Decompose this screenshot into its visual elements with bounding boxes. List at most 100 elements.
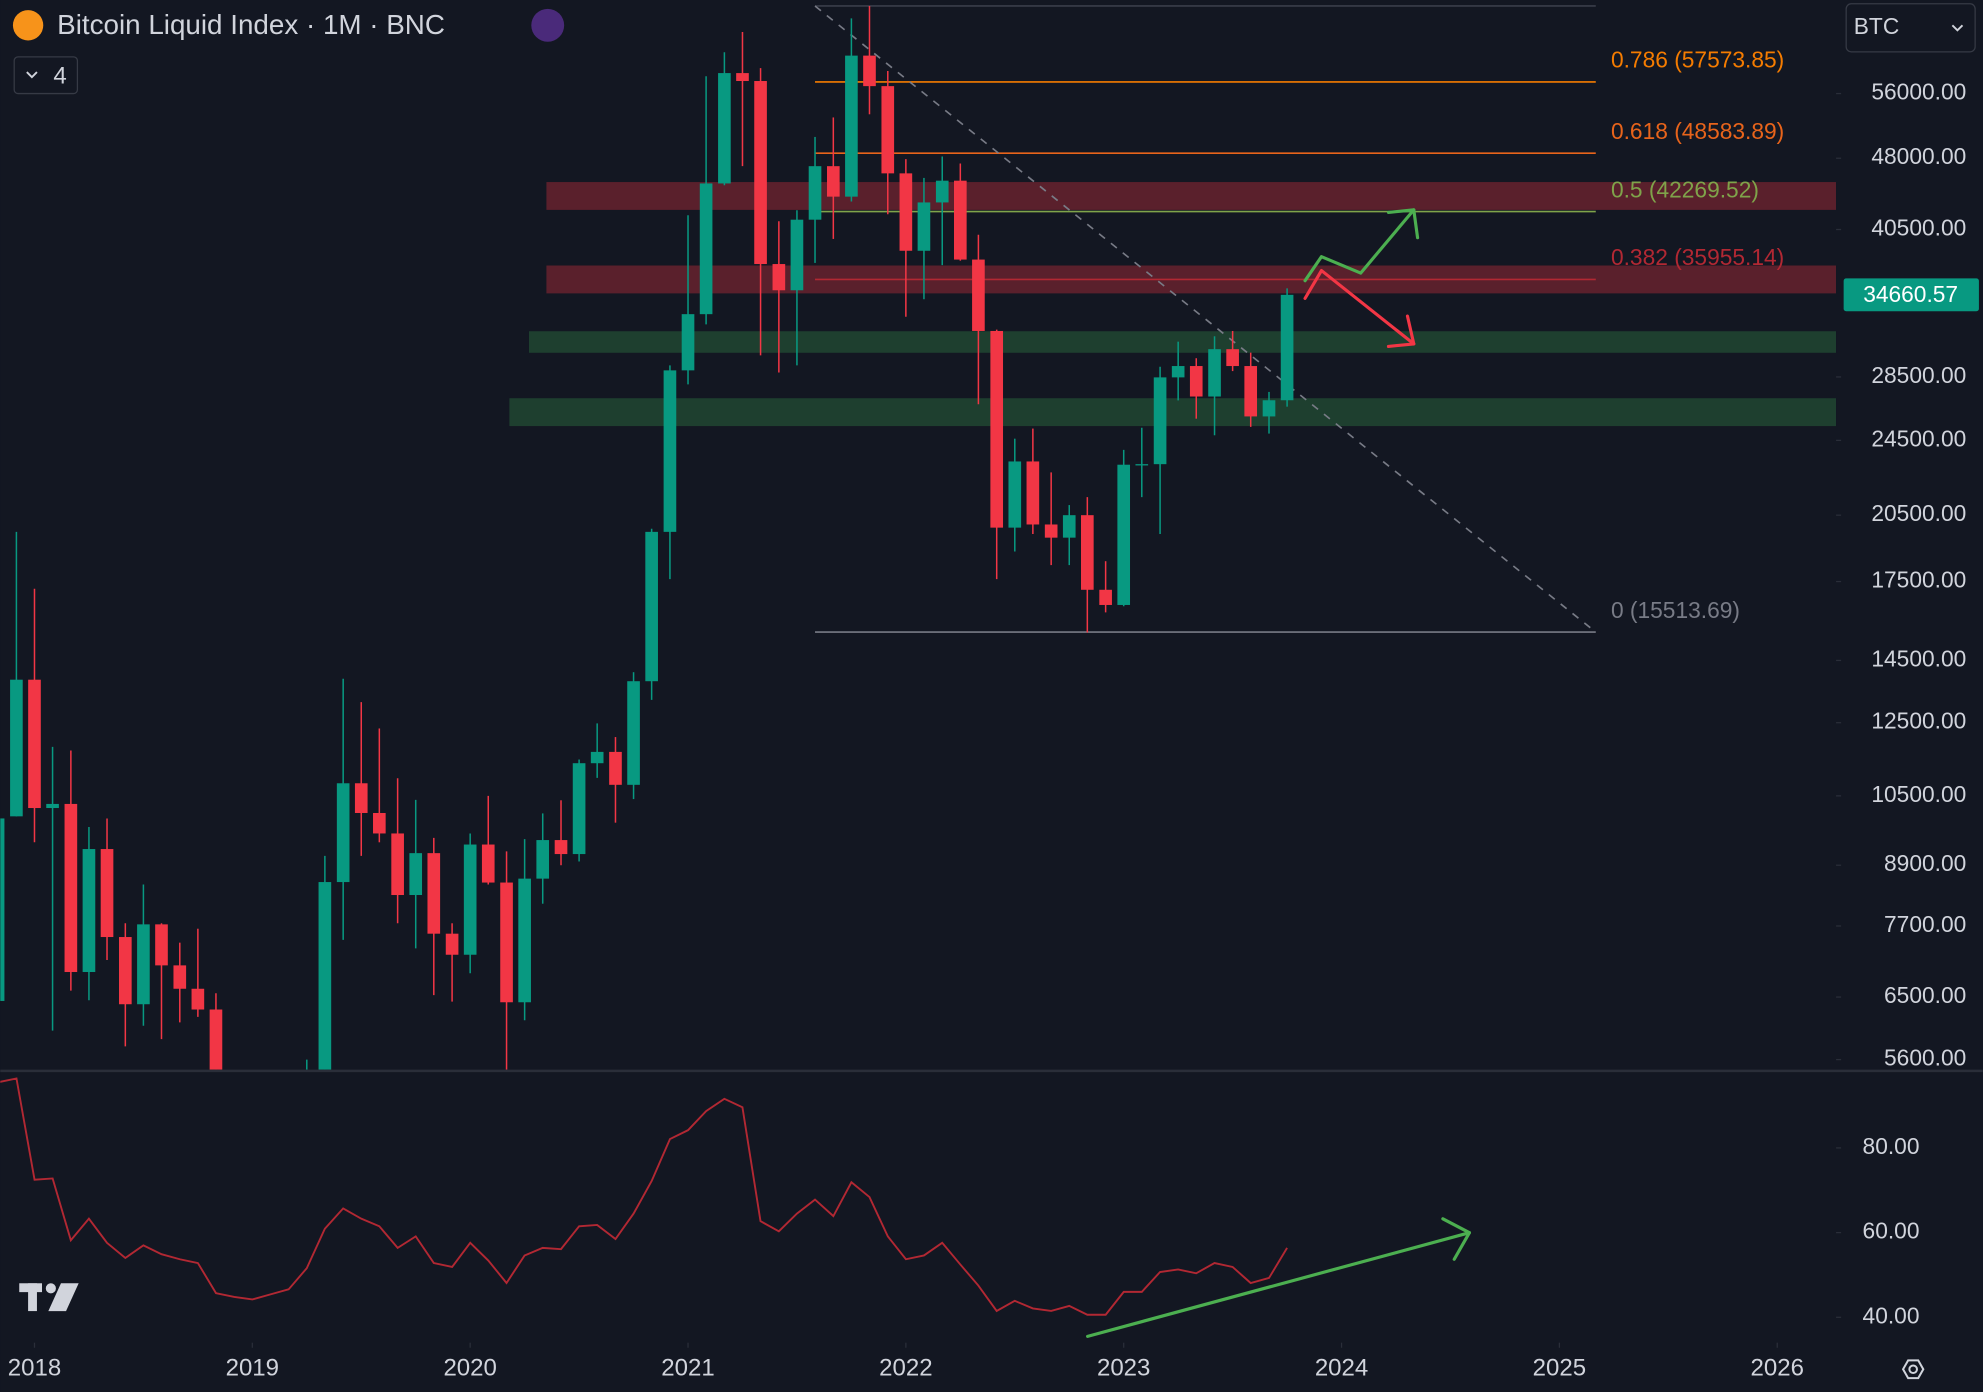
candle-body	[373, 812, 386, 834]
candle-body	[500, 882, 513, 1003]
candle-body	[1008, 461, 1022, 528]
candle-body	[409, 853, 423, 896]
axes: 56000.00 48000.00 40500.00 28500.00 24500.00…	[8, 79, 1979, 1382]
rsi-line	[0, 1077, 1288, 1316]
candle-body	[1044, 524, 1058, 538]
logo-part	[48, 1283, 79, 1312]
candle-body	[718, 73, 731, 184]
y-tick-label: 28500.00	[1871, 362, 1966, 388]
up-arrow	[1303, 208, 1416, 283]
symbol-button[interactable]	[1845, 3, 1976, 53]
fib-label: 0 (15513.69)	[1611, 597, 1740, 623]
candle-body	[935, 180, 949, 203]
candle-body	[481, 844, 495, 883]
chevron-icon	[26, 71, 38, 79]
zone	[528, 331, 1837, 353]
price-pane: 0.786 (57573.85) 0.618 (48583.89) 0.5 (422…	[0, 5, 1837, 1070]
indicators-count: 4	[53, 62, 66, 89]
y-tick-label: 60.00	[1863, 1218, 1920, 1244]
y-tick-label: 40500.00	[1871, 215, 1966, 241]
chart-title: Bitcoin Liquid Index · 1M · BNC	[57, 9, 445, 40]
annotations	[1086, 208, 1471, 1338]
x-tick-label: 2018	[8, 1355, 61, 1382]
candle-body	[1135, 464, 1149, 466]
candle-body	[336, 783, 350, 883]
logo	[19, 1283, 79, 1312]
candle-body	[772, 264, 786, 291]
candle-body	[28, 679, 41, 809]
earnings-icon[interactable]	[531, 8, 565, 42]
candle-body	[627, 681, 640, 785]
candle-body	[137, 924, 150, 1005]
x-tick-label: 2024	[1315, 1355, 1368, 1382]
candle-body	[100, 849, 114, 938]
y-tick-label: 6500.00	[1884, 982, 1966, 1008]
candle-body	[899, 173, 913, 251]
candle-body	[863, 55, 876, 87]
down-arrow-head	[1386, 314, 1416, 349]
candle-body	[463, 844, 477, 955]
up-arrow-head	[1386, 208, 1420, 240]
candle-body	[82, 849, 96, 973]
candle-body	[645, 531, 658, 682]
candle-body	[736, 73, 749, 82]
x-tick-label: 2022	[879, 1355, 932, 1382]
x-tick-label: 2019	[226, 1355, 279, 1382]
chevron-icon	[1951, 24, 1964, 32]
candle-body	[972, 259, 985, 331]
candle-body	[990, 330, 1004, 528]
candle-body	[64, 803, 78, 973]
candle-body	[845, 55, 858, 197]
candle-body	[1117, 464, 1131, 605]
settings-icon-center	[1908, 1364, 1918, 1375]
candle-body	[1244, 366, 1258, 417]
candle-body	[1062, 515, 1076, 538]
candle-body	[826, 166, 840, 197]
settings-icon[interactable]	[1901, 1359, 1925, 1380]
indicators-toggle[interactable]	[13, 56, 79, 95]
candle-body	[46, 803, 59, 809]
candle-body	[1280, 294, 1294, 401]
candle-body	[1189, 366, 1203, 397]
candle-body	[1153, 377, 1167, 465]
y-tick-label: 10500.00	[1871, 781, 1966, 807]
x-tick-label: 2025	[1533, 1355, 1586, 1382]
candle-body	[536, 840, 550, 879]
candle-body	[572, 763, 586, 855]
y-tick-label: 48000.00	[1871, 143, 1966, 169]
candle-body	[1208, 349, 1221, 397]
candle-body	[554, 840, 568, 855]
y-tick-label: 7700.00	[1884, 911, 1966, 937]
candle-body	[699, 183, 713, 315]
y-tick-label: 8900.00	[1884, 850, 1966, 876]
y-tick-label: 80.00	[1863, 1133, 1920, 1159]
logo-part	[45, 1283, 56, 1294]
last-price-box	[1843, 278, 1979, 312]
symbol-button-label: BTC	[1854, 13, 1900, 39]
x-tick-label: 2026	[1751, 1355, 1804, 1382]
candle-body	[881, 86, 895, 174]
rsi-trend-arrow-head	[1441, 1217, 1471, 1261]
fib-label: 0.5 (42269.52)	[1611, 176, 1759, 202]
candle-body	[518, 878, 531, 1003]
candle-body	[173, 965, 187, 989]
down-arrow	[1303, 268, 1416, 346]
y-tick-label: 14500.00	[1871, 645, 1966, 671]
candle-body	[445, 933, 459, 955]
candle-body	[1262, 400, 1276, 417]
candle-body	[0, 818, 5, 1001]
candle-body	[1226, 349, 1239, 367]
candle-body	[663, 370, 677, 532]
candle-body	[609, 751, 622, 785]
y-tick-label: 5600.00	[1884, 1045, 1966, 1071]
candle-body	[318, 882, 332, 1070]
fib-label: 0.786 (57573.85)	[1611, 47, 1784, 73]
symbol-icon	[12, 10, 44, 41]
x-tick-label: 2020	[443, 1355, 496, 1382]
y-tick-label: 24500.00	[1871, 425, 1966, 451]
candle-body	[790, 219, 804, 291]
candle-body	[754, 81, 767, 265]
candle-body	[391, 833, 404, 896]
